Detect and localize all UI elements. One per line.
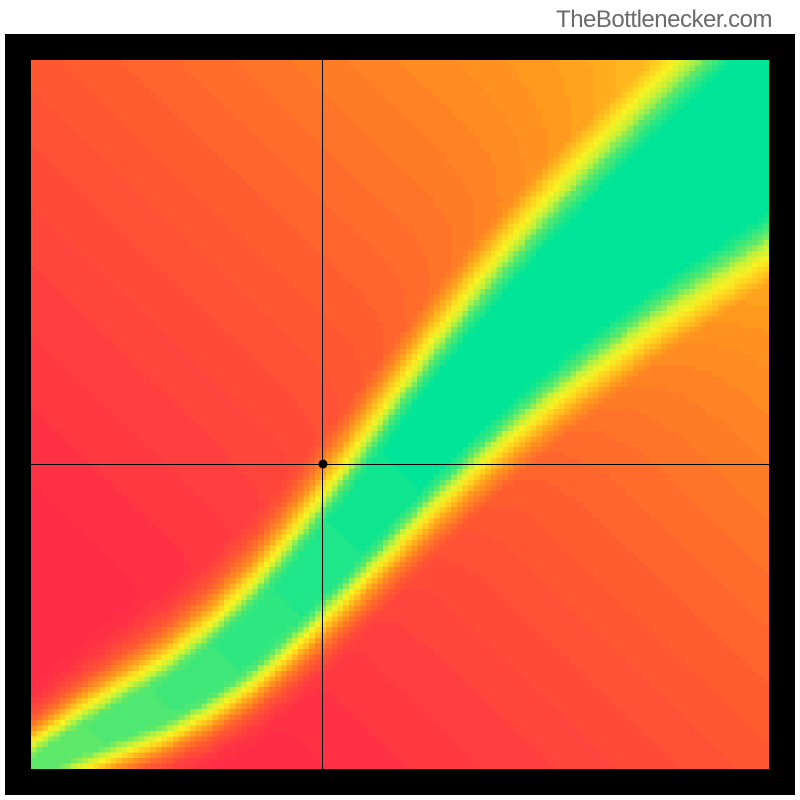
crosshair-horizontal-line <box>31 464 769 465</box>
crosshair-vertical-line <box>322 60 323 769</box>
watermark-text: TheBottlenecker.com <box>556 6 772 34</box>
bottleneck-heatmap <box>31 60 769 769</box>
crosshair-dot <box>318 460 327 469</box>
